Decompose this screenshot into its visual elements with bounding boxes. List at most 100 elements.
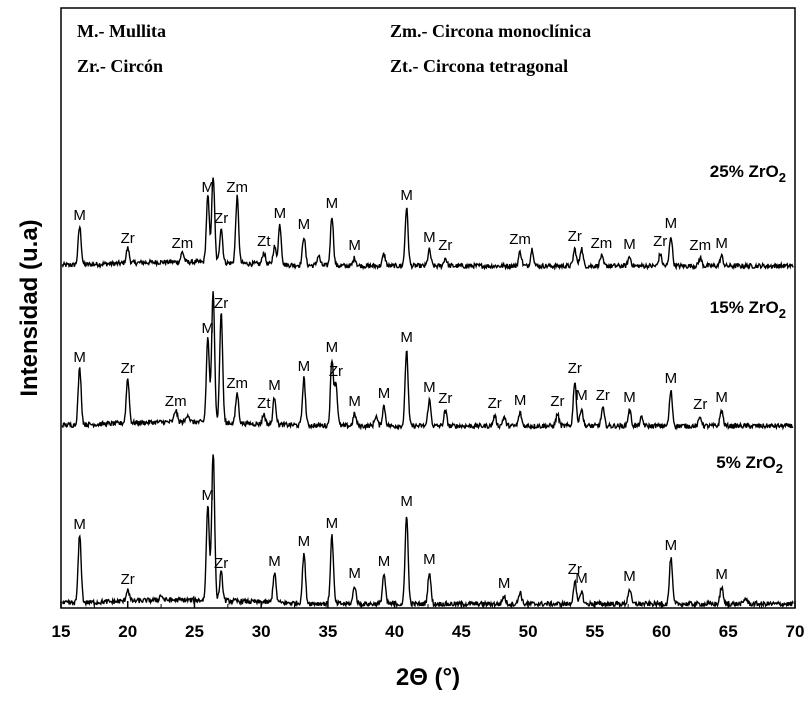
series-label: 15% ZrO2 bbox=[710, 298, 786, 321]
peak-label: M bbox=[715, 389, 728, 406]
peak-label: M bbox=[348, 393, 361, 410]
peak-label: M bbox=[665, 215, 678, 232]
peak-label: M bbox=[73, 516, 86, 533]
series-label-main: 25% ZrO bbox=[710, 162, 779, 181]
peak-label: Zr bbox=[488, 395, 502, 412]
series-label: 5% ZrO2 bbox=[716, 453, 783, 476]
peak-label: M bbox=[498, 575, 511, 592]
x-tick-label: 70 bbox=[786, 622, 805, 641]
peak-label: Zm bbox=[165, 393, 187, 410]
x-tick-label: 15 bbox=[52, 622, 71, 641]
peak-label: Zm bbox=[591, 235, 613, 252]
peak-label: M bbox=[268, 553, 281, 570]
x-axis: 15 20 25 30 35 40 45 50 55 60 65 70 bbox=[52, 601, 805, 641]
peak-label: Zm bbox=[226, 375, 248, 392]
peak-label: M bbox=[423, 229, 436, 246]
peak-label: M bbox=[575, 387, 588, 404]
x-tick-label: 30 bbox=[252, 622, 271, 641]
peak-label: Zr bbox=[121, 230, 135, 247]
peak-label: M bbox=[348, 565, 361, 582]
peak-label: M bbox=[298, 533, 311, 550]
peak-label: M bbox=[326, 195, 339, 212]
peak-label: M bbox=[623, 568, 636, 585]
peak-label: M bbox=[268, 377, 281, 394]
peak-label: M bbox=[274, 205, 287, 222]
peak-label: M bbox=[202, 320, 215, 337]
peak-label: Zr bbox=[214, 555, 228, 572]
peak-label: Zr bbox=[214, 295, 228, 312]
peak-label: M bbox=[400, 329, 413, 346]
x-tick-label: 20 bbox=[118, 622, 137, 641]
series-label-subscript: 2 bbox=[779, 306, 786, 321]
diffractogram-line bbox=[61, 454, 794, 609]
legend-circona-tetragonal: Zt.- Circona tetragonal bbox=[390, 56, 568, 76]
series-label-main: 5% ZrO bbox=[716, 453, 776, 472]
x-tick-label: 65 bbox=[719, 622, 738, 641]
series-label-subscript: 2 bbox=[776, 461, 783, 476]
peak-label: M bbox=[348, 237, 361, 254]
diffractogram-line bbox=[61, 177, 794, 271]
peak-label: M bbox=[665, 537, 678, 554]
peak-label: Zr bbox=[438, 237, 452, 254]
peak-label: M bbox=[298, 216, 311, 233]
peak-label: Zr bbox=[438, 390, 452, 407]
peak-label: Zr bbox=[596, 387, 610, 404]
diffractogram-line bbox=[61, 291, 794, 431]
peak-label: Zt bbox=[257, 395, 271, 412]
peak-label: M bbox=[73, 207, 86, 224]
peak-label: Zr bbox=[550, 393, 564, 410]
peak-label: Zm bbox=[689, 237, 711, 254]
peak-label: Zm bbox=[509, 231, 531, 248]
peak-label: Zr bbox=[121, 360, 135, 377]
peak-label: M bbox=[715, 566, 728, 583]
peak-label: M bbox=[400, 187, 413, 204]
peak-label: M bbox=[715, 235, 728, 252]
peak-label: Zr bbox=[568, 360, 582, 377]
plot-frame bbox=[60, 7, 796, 609]
y-axis-title: Intensidad (u.a) bbox=[16, 219, 43, 396]
peak-label: M bbox=[665, 370, 678, 387]
legend-circona-monoclinica: Zm.- Circona monoclínica bbox=[390, 21, 591, 41]
peak-label: M bbox=[202, 487, 215, 504]
x-tick-label: 35 bbox=[318, 622, 337, 641]
peak-label: M bbox=[378, 553, 391, 570]
peak-label: Zr bbox=[329, 363, 343, 380]
peak-label: M bbox=[623, 389, 636, 406]
peak-label: Zm bbox=[226, 179, 248, 196]
peak-label: M bbox=[298, 358, 311, 375]
peak-label: Zm bbox=[172, 235, 194, 252]
peak-label: M bbox=[378, 385, 391, 402]
peak-label: Zr bbox=[568, 561, 582, 578]
x-tick-label: 50 bbox=[519, 622, 538, 641]
x-tick-label: 45 bbox=[452, 622, 471, 641]
peak-label: Zr bbox=[653, 233, 667, 250]
x-tick-label: 25 bbox=[185, 622, 204, 641]
peak-label: Zt bbox=[257, 233, 271, 250]
peak-label: M bbox=[326, 515, 339, 532]
peak-label: M bbox=[423, 551, 436, 568]
series-label: 25% ZrO2 bbox=[710, 162, 786, 185]
peak-label: M bbox=[400, 493, 413, 510]
peak-label: Zr bbox=[121, 571, 135, 588]
legend-circon: Zr.- Circón bbox=[77, 56, 163, 76]
x-axis-title: 2Θ (°) bbox=[396, 664, 460, 691]
peak-label: M bbox=[202, 179, 215, 196]
peak-label: Zr bbox=[693, 396, 707, 413]
peak-label: M bbox=[575, 570, 588, 587]
peak-label: M bbox=[73, 349, 86, 366]
peak-label: Zr bbox=[568, 228, 582, 245]
series-label-subscript: 2 bbox=[779, 170, 786, 185]
peak-label: M bbox=[623, 236, 636, 253]
peak-label: M bbox=[514, 392, 527, 409]
peak-label: M bbox=[326, 339, 339, 356]
peak-label: Zr bbox=[214, 210, 228, 227]
legend: M.- Mullita Zr.- Circón Zm.- Circona mon… bbox=[77, 21, 591, 76]
x-tick-label: 60 bbox=[652, 622, 671, 641]
peak-label: M bbox=[423, 379, 436, 396]
x-tick-label: 55 bbox=[585, 622, 604, 641]
